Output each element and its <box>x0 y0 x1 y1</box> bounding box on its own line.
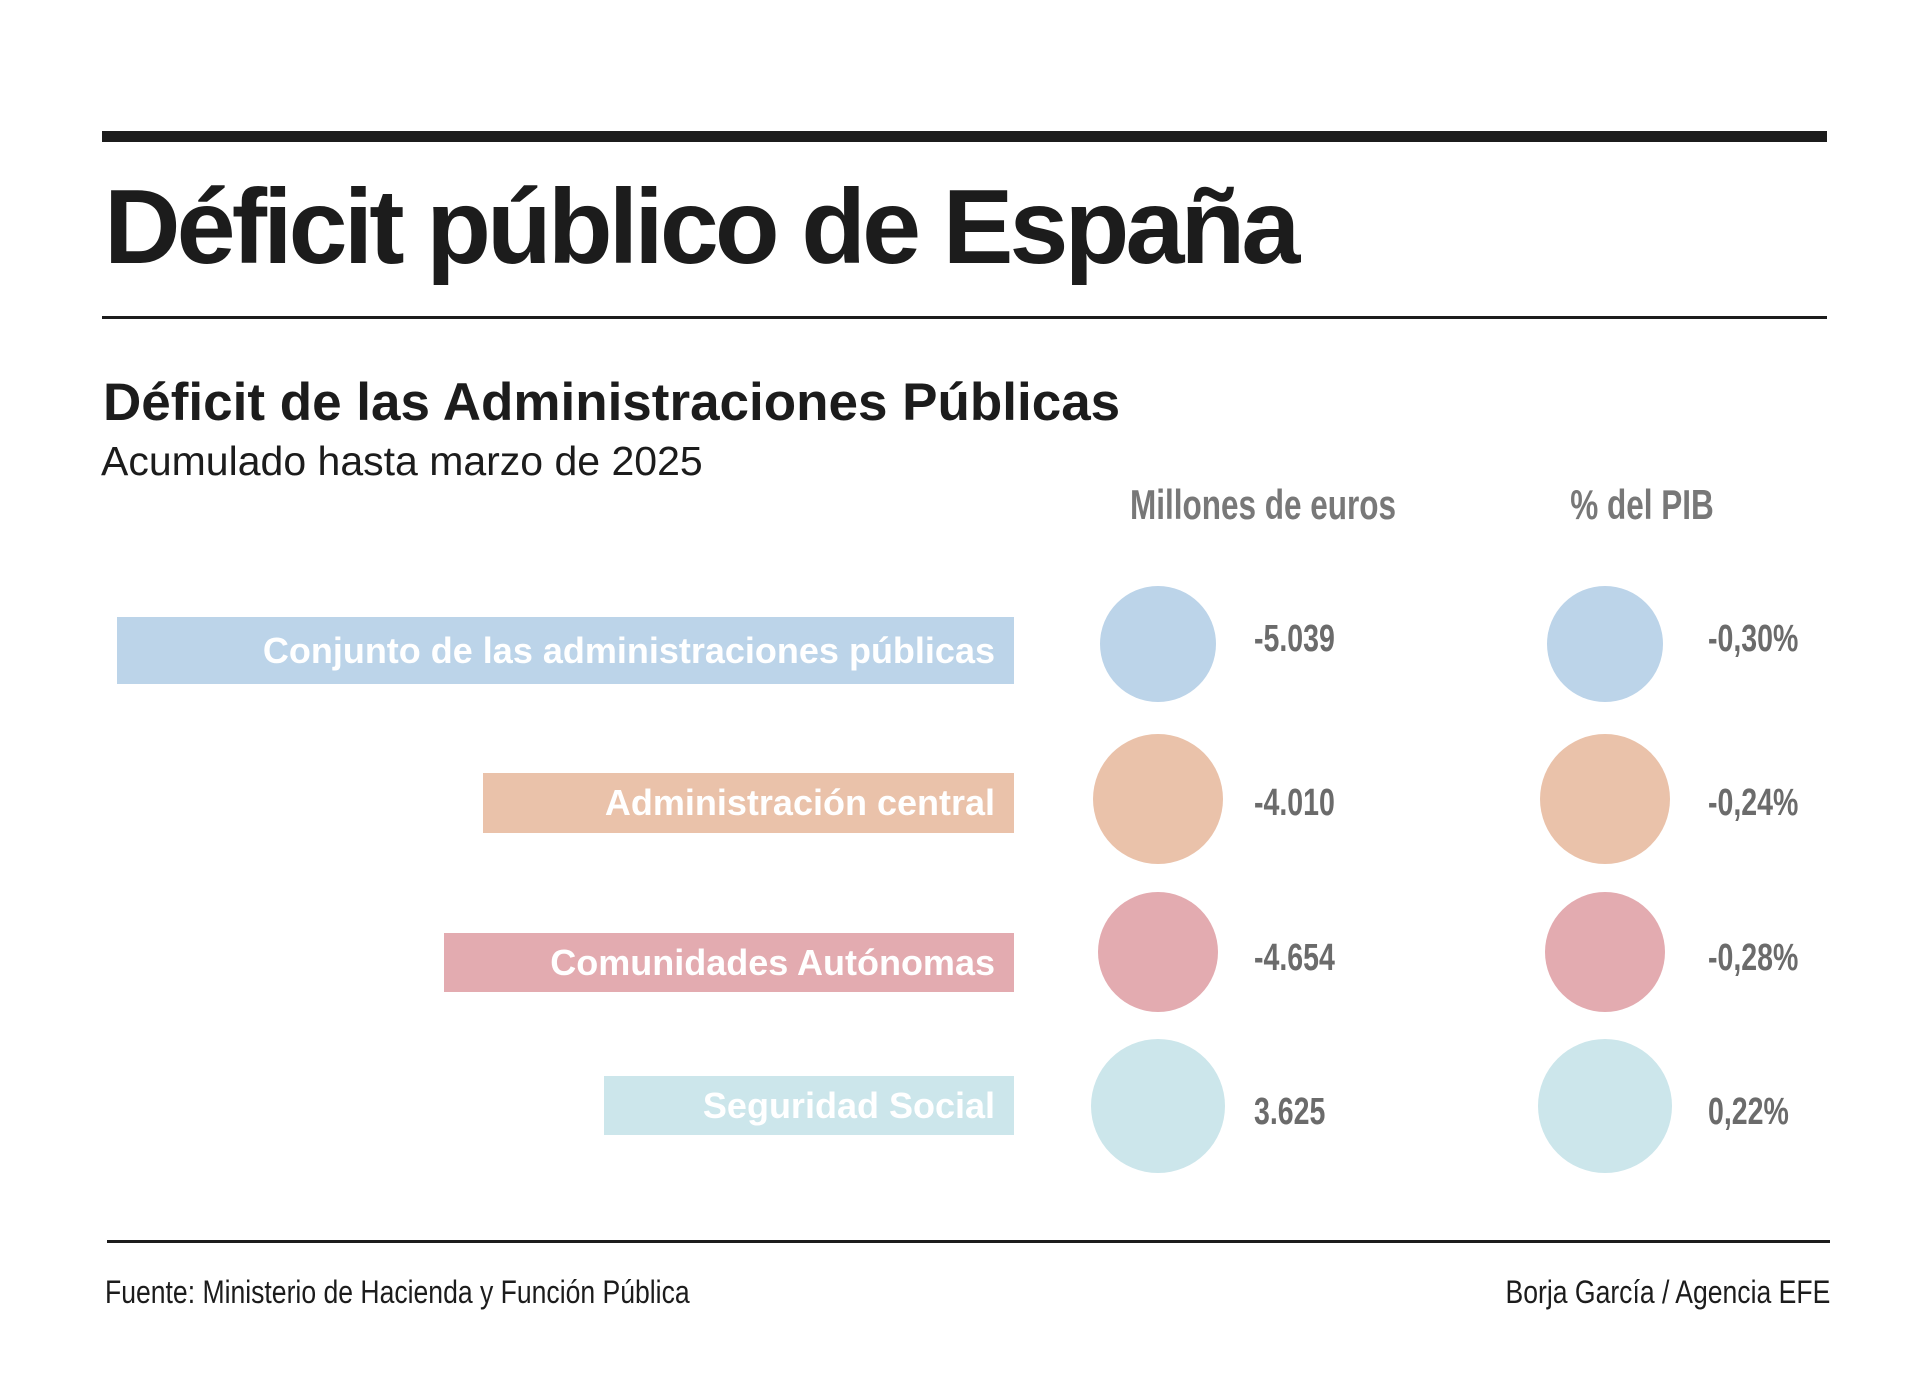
chart-title: Déficit de las Administraciones Públicas <box>103 373 1121 432</box>
pib-bubble <box>1545 892 1665 1012</box>
chart-subtitle: Acumulado hasta marzo de 2025 <box>101 438 703 484</box>
category-label: Administración central <box>604 782 995 823</box>
millones-value: 3.625 <box>1254 1091 1326 1133</box>
pib-value: -0,28% <box>1708 937 1799 979</box>
table-row: Administración central -4.010 -0,24% <box>0 730 1920 870</box>
page-title: Déficit público de España <box>104 168 1300 286</box>
category-label: Seguridad Social <box>702 1084 995 1126</box>
table-row: Comunidades Autónomas -4.654 -0,28% <box>0 888 1920 1018</box>
category-label-bar: Administración central <box>483 773 1014 833</box>
column-header-pib: % del PIB <box>1570 481 1714 528</box>
top-rule <box>102 131 1827 142</box>
table-row: Conjunto de las administraciones pública… <box>0 580 1920 710</box>
category-label-bar: Seguridad Social <box>604 1076 1014 1135</box>
pib-value: 0,22% <box>1708 1091 1789 1133</box>
millones-value: -4.654 <box>1254 937 1335 979</box>
millones-bubble <box>1093 734 1223 864</box>
pib-bubble <box>1538 1039 1672 1173</box>
millones-bubble <box>1100 586 1216 702</box>
pib-bubble <box>1540 734 1670 864</box>
credit-note: Borja García / Agencia EFE <box>1505 1274 1830 1310</box>
table-row: Seguridad Social 3.625 0,22% <box>0 1035 1920 1175</box>
title-rule <box>102 316 1827 319</box>
column-header-millones: Millones de euros <box>1129 481 1397 528</box>
source-note: Fuente: Ministerio de Hacienda y Función… <box>105 1274 690 1310</box>
millones-bubble <box>1098 892 1218 1012</box>
millones-value: -4.010 <box>1254 782 1335 824</box>
category-label: Conjunto de las administraciones pública… <box>262 629 995 671</box>
category-label: Comunidades Autónomas <box>550 941 995 983</box>
bottom-rule <box>107 1240 1830 1243</box>
category-label-bar: Conjunto de las administraciones pública… <box>117 617 1014 684</box>
pib-value: -0,24% <box>1708 782 1799 824</box>
category-label-bar: Comunidades Autónomas <box>444 933 1014 992</box>
millones-bubble <box>1091 1039 1225 1173</box>
millones-value: -5.039 <box>1254 618 1335 660</box>
pib-value: -0,30% <box>1708 618 1799 660</box>
pib-bubble <box>1547 586 1663 702</box>
